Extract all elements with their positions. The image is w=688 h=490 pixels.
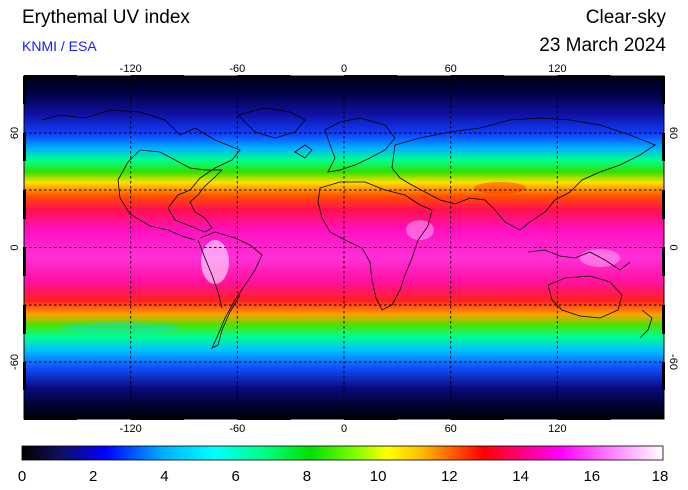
credit-label: KNMI / ESA (22, 38, 97, 54)
colorbar (21, 445, 664, 461)
colorbar-tick-12: 12 (441, 468, 458, 485)
lon-tick-bottom-3: 0 (341, 423, 347, 435)
frame-tick-bars (23, 75, 665, 420)
regional-highlights (60, 182, 620, 334)
lat-tick-left-1: 60 (9, 127, 21, 139)
colorbar-tick-6: 6 (232, 468, 240, 485)
colorbar-tick-4: 4 (160, 468, 168, 485)
graticule (24, 76, 664, 419)
colorbar-tick-8: 8 (303, 468, 311, 485)
colorbar-tick-10: 10 (370, 468, 387, 485)
map-title: Erythemal UV index (22, 7, 190, 28)
lon-tick-bottom-5: 120 (548, 423, 566, 435)
lon-tick-bottom-4: 60 (445, 423, 457, 435)
lon-tick-top-5: 120 (548, 63, 566, 75)
lat-tick-right-2: 0 (667, 244, 679, 250)
lat-tick-left-3: -60 (9, 354, 21, 370)
colorbar-tick-16: 16 (583, 468, 600, 485)
lat-tick-right-1: 60 (667, 127, 679, 139)
lon-tick-top-1: -120 (120, 63, 142, 75)
lon-tick-bottom-2: -60 (229, 423, 245, 435)
lat-tick-left-2: 0 (9, 244, 21, 250)
colorbar-tick-0: 0 (18, 468, 26, 485)
colorbar-tick-14: 14 (512, 468, 529, 485)
coastlines (41, 107, 656, 349)
lon-tick-top-4: 60 (445, 63, 457, 75)
lon-tick-bottom-1: -120 (120, 423, 142, 435)
colorbar-tick-18: 18 (652, 468, 669, 485)
sky-mode-label: Clear-sky (585, 7, 666, 28)
lon-tick-top-3: 0 (341, 63, 347, 75)
colorbar-tick-2: 2 (89, 468, 97, 485)
lon-tick-top-2: -60 (229, 63, 245, 75)
date-label: 23 March 2024 (539, 35, 666, 56)
lat-tick-right-3: -60 (667, 354, 679, 370)
